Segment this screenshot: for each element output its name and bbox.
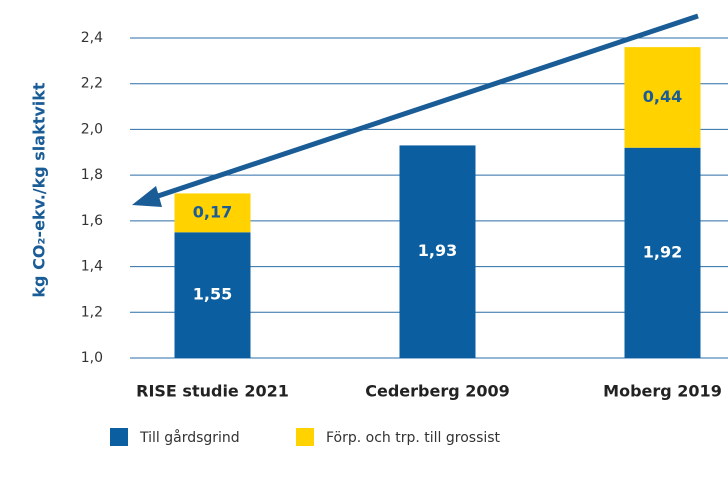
x-tick-label: Moberg 2019: [603, 382, 722, 401]
y-tick-label: 1,8: [81, 167, 103, 183]
value-label: 1,93: [418, 241, 457, 260]
y-tick-label: 1,4: [81, 259, 103, 275]
value-label: 0,44: [643, 87, 682, 106]
arrow-head: [132, 186, 162, 207]
legend-label: Till gårdsgrind: [139, 429, 240, 446]
bar-segment: [399, 145, 476, 358]
legend-swatch: [296, 428, 314, 446]
value-label: 1,92: [643, 242, 682, 261]
bar-segment: [624, 147, 701, 358]
value-label: 0,17: [193, 202, 232, 221]
y-tick-label: 2,4: [81, 30, 103, 46]
legend-swatch: [110, 428, 128, 446]
y-tick-label: 1,6: [81, 213, 103, 229]
value-label: 1,55: [193, 285, 232, 304]
bar-segment: [174, 232, 251, 358]
x-tick-label: Cederberg 2009: [365, 382, 510, 401]
y-tick-label: 2,0: [81, 121, 103, 137]
plot: 1,0 1,2 1,4 1,6 1,8 2,0 2,2 2,4 RISE studie 2021…: [81, 30, 728, 401]
y-axis-label: kg CO₂-ekv./kg slaktvikt: [30, 82, 49, 298]
y-tick-label: 2,2: [81, 76, 103, 92]
y-tick-label: 1,2: [81, 304, 103, 320]
y-tick-label: 1,0: [81, 350, 103, 366]
trend-arrow: [132, 13, 699, 207]
legend-label: Förp. och trp. till grossist: [326, 430, 501, 446]
bar-segment: [174, 193, 251, 233]
bar-segment: [624, 47, 701, 148]
x-tick-label: RISE studie 2021: [136, 382, 289, 401]
arrow-shaft: [151, 13, 699, 201]
